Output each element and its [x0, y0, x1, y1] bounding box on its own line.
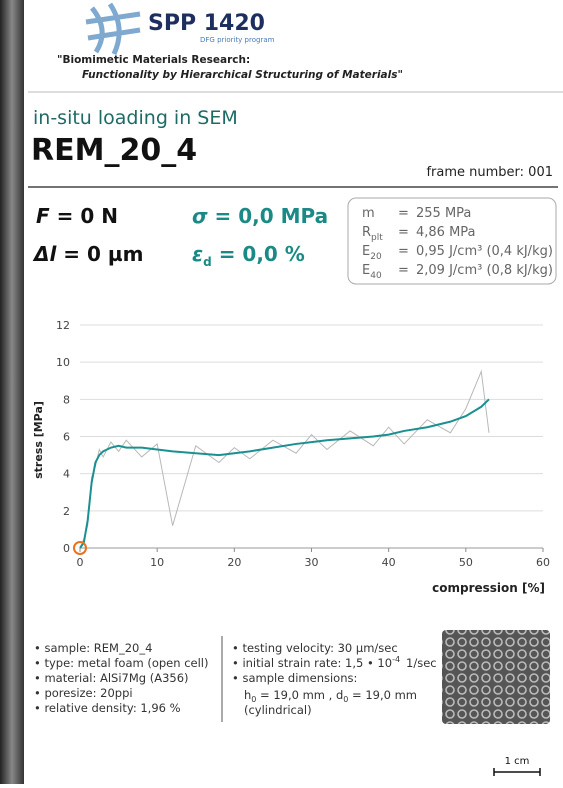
value: = 0,0 % — [212, 242, 305, 266]
subscript: d — [203, 255, 212, 269]
series-line — [79, 398, 490, 549]
subscript: plt — [371, 233, 383, 243]
text: initial strain rate: 1,5 • 10 — [242, 656, 392, 670]
value: = 0,0 MPa — [208, 204, 329, 228]
header-line: Functionality by Hierarchical Structurin… — [82, 69, 403, 81]
property-name: E20 — [362, 244, 382, 262]
x-tick-label: 0 — [77, 556, 84, 569]
equals: = — [398, 206, 409, 221]
foam-photo — [442, 630, 550, 724]
header-line: "Biomimetic Materials Research: — [57, 54, 250, 66]
y-tick-label: 2 — [63, 505, 70, 518]
subscript: 20 — [370, 252, 382, 262]
property-value: 2,09 J/cm³ (0,8 kJ/kg) — [416, 263, 553, 278]
property-name: m — [362, 206, 375, 221]
property-name: E40 — [362, 263, 382, 281]
property-value: 4,86 MPa — [416, 225, 476, 240]
sample-info: • sample: REM_20_4• type: metal foam (op… — [34, 641, 208, 715]
symbol: R — [362, 225, 371, 240]
readout: Δl = 0 µm — [32, 242, 143, 266]
header-title: SPP 1420 — [148, 11, 265, 36]
text: poresize: 20ppi — [44, 686, 132, 700]
value: = 0 N — [50, 204, 118, 228]
current-point — [73, 541, 87, 555]
info-item: • material: AlSi7Mg (A356) — [34, 671, 189, 685]
readout: εd = 0,0 % — [192, 242, 305, 269]
symbol: ε — [192, 242, 203, 266]
subscript: 0 — [251, 695, 256, 704]
test-info: • testing velocity: 30 µm/sec • initial … — [232, 641, 437, 717]
sem-image-strip — [0, 0, 24, 784]
text: testing velocity: 30 µm/sec — [242, 641, 397, 655]
info-item: • sample dimensions: — [232, 671, 357, 685]
symbol: E — [362, 244, 370, 259]
info-item: • sample: REM_20_4 — [34, 641, 152, 655]
readout: σ = 0,0 MPa — [192, 204, 328, 228]
test-label: in-situ loading in SEM — [33, 107, 238, 129]
text: h — [244, 688, 251, 702]
header-subtitle: DFG priority program — [200, 36, 275, 44]
x-tick-label: 10 — [150, 556, 164, 569]
symbol: E — [362, 263, 370, 278]
readout: F = 0 N — [36, 204, 118, 228]
info-item: • initial strain rate: 1,5 • 10-4 1/sec — [232, 655, 437, 670]
x-tick-label: 60 — [536, 556, 550, 569]
equals: = — [398, 225, 409, 240]
y-tick-label: 4 — [63, 468, 70, 481]
x-axis-label: compression [%] — [432, 581, 545, 595]
text: 1/sec — [406, 656, 437, 670]
y-tick-label: 0 — [63, 542, 70, 555]
info-item: h0 = 19,0 mm , d0 = 19,0 mm — [244, 688, 417, 704]
y-tick-label: 10 — [56, 356, 70, 369]
property-name: Rplt — [362, 225, 383, 243]
x-tick-label: 30 — [305, 556, 319, 569]
equals: = — [398, 244, 409, 259]
equals: = — [398, 263, 409, 278]
series-line — [79, 369, 490, 549]
logo — [85, 2, 141, 56]
test-name: REM_20_4 — [31, 133, 197, 168]
text: sample: REM_20_4 — [44, 641, 152, 655]
subscript: 40 — [370, 271, 382, 281]
y-tick-label: 8 — [63, 393, 70, 406]
text: = 19,0 mm , d — [256, 688, 343, 702]
x-tick-label: 50 — [459, 556, 473, 569]
y-tick-label: 12 — [56, 319, 70, 332]
subscript: 0 — [343, 695, 348, 704]
x-tick-label: 40 — [382, 556, 396, 569]
text: sample dimensions: — [242, 671, 357, 685]
text: relative density: 1,96 % — [44, 701, 180, 715]
x-tick-label: 20 — [227, 556, 241, 569]
y-axis-label: stress [MPa] — [32, 401, 45, 479]
symbol: σ — [192, 204, 208, 228]
info-item: • testing velocity: 30 µm/sec — [232, 641, 398, 655]
scale-label: 1 cm — [505, 756, 530, 767]
symbol: F — [36, 204, 50, 228]
symbol: Δl — [32, 242, 57, 266]
value: = 0 µm — [56, 242, 143, 266]
y-tick-label: 6 — [63, 431, 70, 444]
property-value: 255 MPa — [416, 206, 471, 221]
info-item: • relative density: 1,96 % — [34, 701, 181, 715]
info-item: • poresize: 20ppi — [34, 686, 133, 700]
info-item: • type: metal foam (open cell) — [34, 656, 208, 670]
properties-box — [347, 197, 557, 285]
scale-bar — [493, 768, 541, 776]
chart: 0 2 4 6 8 10 12 0 10 20 30 40 50 60 — [56, 319, 550, 569]
text: type: metal foam (open cell) — [44, 656, 208, 670]
frame-number: frame number: 001 — [426, 165, 553, 180]
text: material: AlSi7Mg (A356) — [44, 671, 188, 685]
properties: m = 255 MPa Rplt = 4,86 MPa E20 = 0,95 J/cm³ (0,… — [362, 206, 553, 281]
property-value: 0,95 J/cm³ (0,4 kJ/kg) — [416, 244, 553, 259]
info-item: (cylindrical) — [244, 703, 312, 717]
superscript: -4 — [392, 655, 400, 664]
symbol: m — [362, 206, 375, 221]
text: = 19,0 mm — [348, 688, 417, 702]
